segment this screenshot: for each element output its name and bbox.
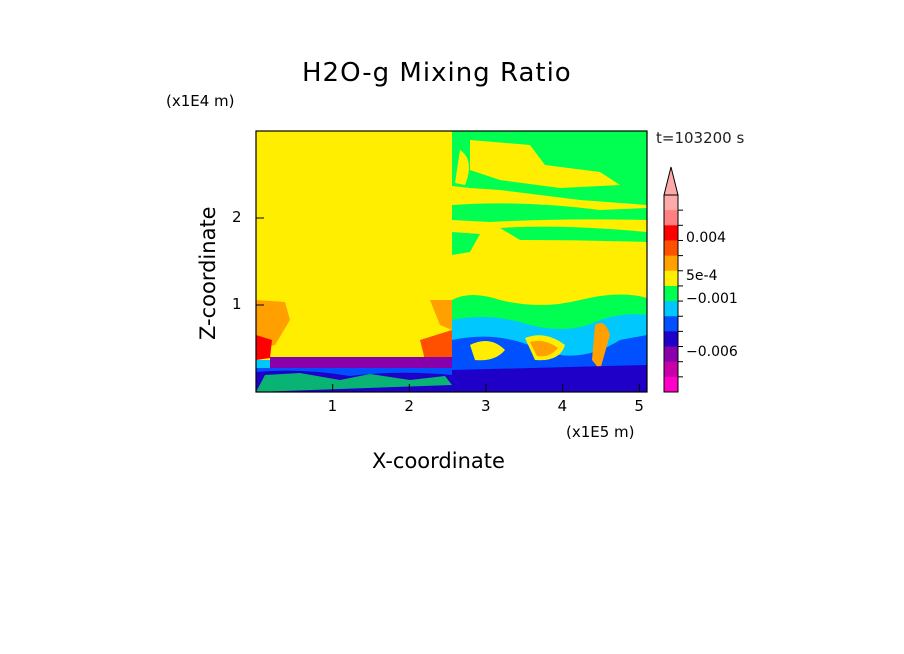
- field-left-red2: [420, 330, 452, 360]
- colorbar-label: 5e-4: [686, 268, 718, 285]
- colorbar-swatch: [664, 331, 678, 348]
- x-tick-label: 1: [327, 397, 338, 415]
- field-blob2-core: [530, 340, 558, 357]
- colorbar-frame: [663, 194, 679, 393]
- field-left-red: [256, 335, 272, 360]
- field-band-mid-green2: [500, 226, 647, 242]
- y-tick-marks: [256, 217, 264, 306]
- colorbar: [663, 166, 683, 393]
- colorbar-swatch: [664, 195, 678, 211]
- x-tick-label: 4: [557, 397, 568, 415]
- field-left-purple: [270, 357, 452, 369]
- field-left-orange: [256, 300, 290, 350]
- x-tick-label: 3: [481, 397, 491, 415]
- x-tick-label: 5: [634, 397, 644, 415]
- colorbar-swatch: [664, 255, 678, 272]
- field-band-yellow-inset: [470, 140, 620, 188]
- colorbar-swatch: [664, 285, 678, 302]
- field-plume: [592, 322, 610, 370]
- colorbar-label: −0.006: [686, 344, 738, 361]
- z-scale-label: (x1E4 m): [166, 92, 235, 110]
- colorbar-swatch: [664, 376, 678, 393]
- y-tick-label: 2: [232, 208, 242, 226]
- field-band-yellow-inset2: [455, 150, 469, 185]
- colorbar-label: 0.004: [686, 230, 727, 247]
- field-band-mid-green: [452, 203, 647, 222]
- field-left-green-specks: [256, 373, 452, 392]
- colorbar-swatch: [664, 210, 678, 226]
- field-left-orange2: [430, 300, 452, 330]
- colorbar-label: −0.001: [686, 291, 738, 308]
- colorbar-swatch: [664, 316, 678, 332]
- field-blob1: [470, 341, 505, 361]
- colorbar-swatch: [664, 225, 678, 241]
- colorbar-extend-arrow: [663, 166, 679, 196]
- x-tick-marks: [332, 384, 640, 392]
- x-scale-label: (x1E5 m): [566, 423, 635, 441]
- field-contours: [256, 131, 647, 392]
- field-band-mid-green3: [452, 232, 480, 255]
- colorbar-swatch: [664, 240, 678, 257]
- colorbar-swatch: [664, 361, 678, 378]
- colorbar-swatch: [664, 346, 678, 363]
- colorbar-swatch: [664, 301, 678, 317]
- x-tick-label: 2: [404, 397, 414, 415]
- time-label: t=103200 s: [656, 129, 745, 147]
- y-tick-label: 1: [232, 295, 242, 313]
- plot-frame: [255, 130, 648, 393]
- x-axis-label: X-coordinate: [372, 449, 505, 473]
- colorbar-swatch: [664, 270, 678, 287]
- field-lower-right-darkblue: [452, 365, 647, 392]
